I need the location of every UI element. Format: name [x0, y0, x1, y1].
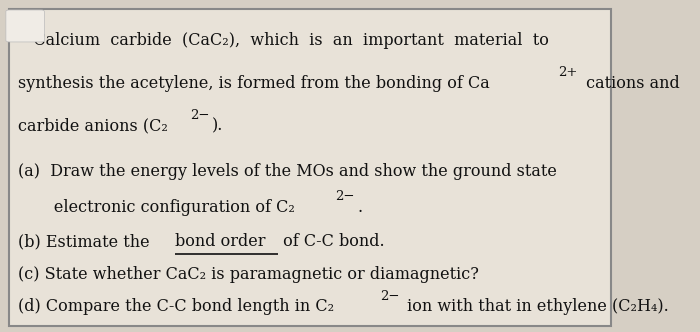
Text: 2−: 2−: [380, 290, 400, 303]
Text: 2−: 2−: [190, 109, 209, 122]
Text: electronic configuration of C₂: electronic configuration of C₂: [18, 199, 295, 216]
FancyBboxPatch shape: [6, 10, 44, 42]
Text: .: .: [358, 199, 363, 216]
Text: ion with that in ethylene (C₂H₄).: ion with that in ethylene (C₂H₄).: [402, 298, 669, 315]
Text: (d) Compare the C-C bond length in C₂: (d) Compare the C-C bond length in C₂: [18, 298, 335, 315]
Text: bond order: bond order: [175, 233, 265, 250]
Text: (c) State whether CaC₂ is paramagnetic or diamagnetic?: (c) State whether CaC₂ is paramagnetic o…: [18, 266, 480, 283]
Text: carbide anions (C₂: carbide anions (C₂: [18, 117, 168, 134]
Text: (b) Estimate the: (b) Estimate the: [18, 233, 155, 250]
FancyBboxPatch shape: [9, 9, 611, 326]
Text: 2−: 2−: [335, 190, 355, 203]
Text: synthesis the acetylene, is formed from the bonding of Ca: synthesis the acetylene, is formed from …: [18, 75, 490, 92]
Text: Calcium  carbide  (CaC₂),  which  is  an  important  material  to: Calcium carbide (CaC₂), which is an impo…: [18, 32, 550, 49]
Text: cations and: cations and: [580, 75, 679, 92]
Text: ).: ).: [212, 117, 223, 134]
Text: (a)  Draw the energy levels of the MOs and show the ground state: (a) Draw the energy levels of the MOs an…: [18, 163, 557, 180]
Text: of C-C bond.: of C-C bond.: [279, 233, 385, 250]
Text: 2+: 2+: [559, 66, 578, 79]
